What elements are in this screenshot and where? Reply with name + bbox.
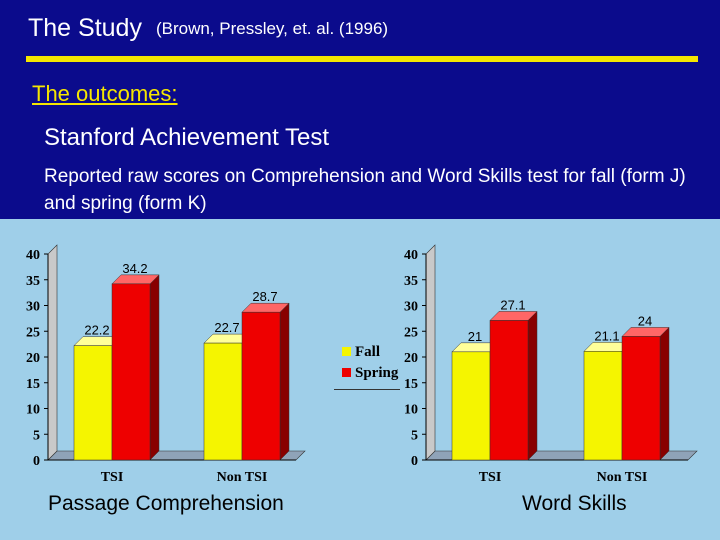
x-category-label: TSI [101,470,124,485]
data-label-spring: 24 [638,313,652,328]
data-label-spring: 28.7 [252,289,277,304]
y-tick-label: 10 [26,403,40,418]
data-label-spring: 34.2 [122,261,147,276]
data-label-fall: 21.1 [594,328,619,343]
data-label-fall: 22.7 [214,320,239,335]
caption-passage-comprehension: Passage Comprehension [48,492,284,515]
bar-side-spring [527,310,538,461]
y-tick-label: 5 [33,428,40,443]
chart-legend: Fall Spring [334,335,400,390]
chart-side-wall [47,244,58,461]
y-tick-label: 20 [404,351,418,366]
y-tick-label: 15 [26,377,40,392]
legend-swatch-fall [342,347,351,356]
bar-fall [451,351,491,461]
bar-spring [111,283,151,461]
test-name: Stanford Achievement Test [44,124,330,151]
y-tick-label: 40 [26,248,40,263]
bar-fall [203,342,243,461]
y-tick-label: 20 [26,351,40,366]
y-tick-label: 30 [404,300,418,315]
y-tick-label: 40 [404,248,418,263]
x-category-label: Non TSI [597,470,648,485]
title-text: The Study [28,14,142,42]
chart-side-wall [425,244,436,461]
bar-spring [241,311,281,461]
legend-label-fall: Fall [355,344,380,360]
legend-item-fall: Fall [342,344,380,361]
bar-fall [583,351,623,461]
x-category-label: Non TSI [217,470,268,485]
data-label-fall: 21 [468,329,482,344]
y-tick-label: 35 [404,274,418,289]
bar-spring [621,336,661,461]
x-category-label: TSI [479,470,502,485]
data-label-fall: 22.2 [84,323,109,338]
title-divider [26,56,698,62]
bar-side-spring [659,326,670,461]
title-citation: (Brown, Pressley, et. al. (1996) [155,19,389,38]
y-tick-label: 25 [404,325,418,340]
bar-spring [489,320,529,461]
legend-label-spring: Spring [355,365,399,381]
y-tick-label: 0 [33,454,40,469]
bar-fall [73,345,113,461]
y-tick-label: 10 [404,403,418,418]
outcomes-heading: The outcomes: [32,81,178,106]
y-tick-label: 15 [404,377,418,392]
y-tick-label: 0 [411,454,418,469]
bar-side-spring [279,302,290,461]
legend-swatch-spring [342,368,351,377]
data-label-spring: 27.1 [500,297,525,312]
bar-side-spring [149,274,160,461]
y-tick-label: 5 [411,428,418,443]
test-description: Reported raw scores on Comprehension and… [44,166,686,214]
caption-word-skills: Word Skills [522,492,627,515]
y-tick-label: 35 [26,274,40,289]
y-tick-label: 25 [26,325,40,340]
y-tick-label: 30 [26,300,40,315]
slide-title: The Study (Brown, Pressley, et. al. (1996… [28,14,388,43]
legend-item-spring: Spring [342,365,398,382]
